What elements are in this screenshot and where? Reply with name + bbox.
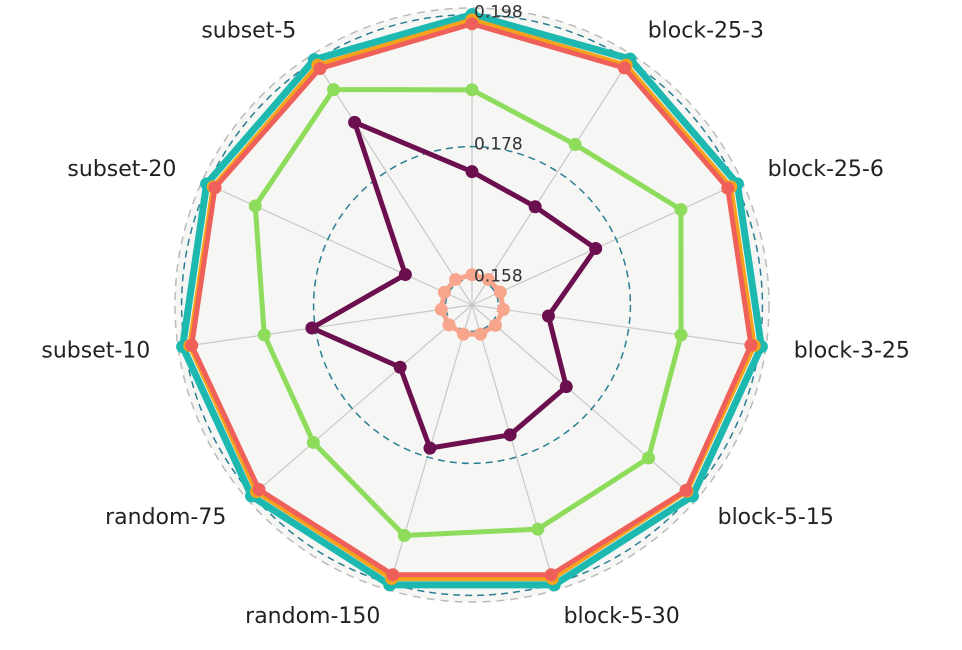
spoke: [247, 304, 473, 500]
series-point: [481, 272, 495, 286]
spoke: [471, 54, 634, 306]
series-point: [465, 83, 479, 97]
series-point: [488, 318, 502, 332]
category-label: subset-5: [201, 19, 296, 44]
series-line: [179, 11, 765, 589]
spoke: [201, 181, 473, 306]
series-point: [386, 568, 400, 582]
spoke: [471, 304, 697, 500]
spoke: [177, 304, 473, 348]
grid-circle: [312, 145, 632, 465]
category-label: block-25-3: [648, 19, 764, 44]
series-point: [642, 451, 656, 465]
series-point: [305, 321, 319, 335]
series-point: [397, 529, 411, 543]
series-point: [456, 327, 470, 341]
series-point: [721, 181, 735, 195]
series-point: [257, 328, 271, 342]
series-point: [423, 441, 437, 455]
series-line: [189, 21, 754, 578]
series-point: [474, 327, 488, 341]
series-point: [589, 242, 603, 256]
series-point: [252, 483, 266, 497]
series-point: [541, 309, 555, 323]
category-label: block-5-30: [564, 604, 680, 629]
category-label: random-75: [105, 505, 226, 530]
series-point: [348, 115, 362, 129]
series-point: [248, 199, 262, 213]
spoke: [471, 181, 743, 306]
tick-label: 0.178: [474, 135, 523, 155]
series-point: [744, 338, 758, 352]
series-point: [465, 17, 479, 31]
series-point: [503, 428, 517, 442]
series-point: [313, 61, 327, 75]
spoke: [471, 304, 557, 591]
spoke: [471, 304, 767, 348]
series-point: [465, 268, 479, 282]
category-label: block-5-15: [718, 505, 834, 530]
series-point: [674, 203, 688, 217]
series-point: [306, 435, 320, 449]
category-label: random-150: [245, 604, 380, 629]
series-point: [531, 522, 545, 536]
series-point: [674, 328, 688, 342]
category-label: subset-10: [41, 338, 150, 363]
series-line: [309, 119, 599, 451]
series-line: [252, 87, 684, 539]
series-point: [185, 338, 199, 352]
category-label: block-3-25: [794, 338, 910, 363]
series-point: [393, 360, 407, 374]
series-point: [496, 303, 510, 317]
series-point: [679, 483, 693, 497]
series-point: [442, 318, 456, 332]
category-label: subset-20: [67, 157, 176, 182]
tick-label: 0.158: [474, 267, 523, 287]
series-point: [568, 138, 582, 152]
series-point: [434, 302, 448, 316]
series-point: [465, 165, 479, 179]
series-point: [559, 380, 573, 394]
series-point: [528, 200, 542, 214]
category-label: block-25-6: [768, 157, 884, 182]
series-point: [617, 61, 631, 75]
series-point: [493, 285, 507, 299]
series-point: [208, 181, 222, 195]
series-point: [437, 285, 451, 299]
spoke: [310, 54, 473, 306]
series-point: [398, 268, 412, 282]
series-point: [449, 272, 463, 286]
series-point: [544, 568, 558, 582]
grid-circle: [180, 13, 764, 597]
series-point: [327, 83, 341, 97]
tick-label: 0.198: [474, 3, 523, 23]
